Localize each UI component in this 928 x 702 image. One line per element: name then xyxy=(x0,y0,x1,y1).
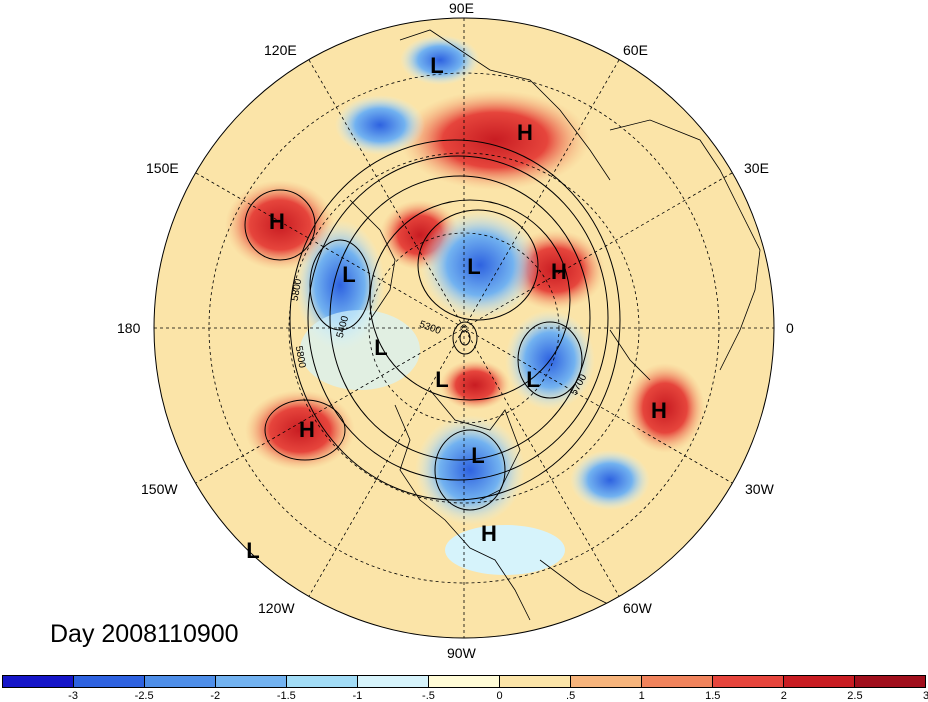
color-legend-bar xyxy=(2,675,926,688)
high-pressure-center: H xyxy=(551,259,567,284)
high-pressure-center: H xyxy=(481,521,497,546)
lon-label-120e: 120E xyxy=(264,42,297,58)
colorbar-swatch xyxy=(74,676,145,687)
lon-label-150e: 150E xyxy=(146,160,179,176)
colorbar-swatch xyxy=(571,676,642,687)
colorbar-tick-label: 2.5 xyxy=(847,690,863,702)
colorbar-tick-label: -3 xyxy=(68,690,78,702)
high-pressure-center: H xyxy=(269,209,285,234)
colorbar-swatch xyxy=(358,676,429,687)
high-pressure-center: H xyxy=(299,417,315,442)
lon-label-30w: 30W xyxy=(745,481,774,497)
lon-label-180: 180 xyxy=(117,320,141,336)
colorbar-tick-label: 0 xyxy=(496,690,503,702)
map-border xyxy=(153,17,775,639)
colorbar-tick-label: 1.5 xyxy=(705,690,721,702)
low-pressure-center: L xyxy=(467,254,481,279)
colorbar-tick-label: -1.5 xyxy=(276,690,296,702)
high-pressure-center: H xyxy=(517,120,533,145)
colorbar-swatch xyxy=(855,676,925,687)
lon-label-90w: 90W xyxy=(447,645,476,661)
colorbar-tick-label: 3 xyxy=(922,690,928,702)
colorbar-tick-label: 2 xyxy=(780,690,787,702)
date-title: Day 2008110900 xyxy=(50,620,239,648)
colorbar-swatch xyxy=(3,676,74,687)
low-pressure-center: L xyxy=(430,53,444,78)
colorbar-tick-label: -1 xyxy=(352,690,363,702)
colorbar-tick-label: .5 xyxy=(566,690,576,702)
colorbar-swatch xyxy=(713,676,784,687)
low-pressure-center: L xyxy=(471,443,485,468)
lon-label-90e: 90E xyxy=(449,0,474,16)
lon-label-120w: 120W xyxy=(258,600,295,616)
graticule xyxy=(154,18,774,638)
anomaly-field xyxy=(154,18,774,638)
low-pressure-center: L xyxy=(435,367,449,392)
colorbar-swatch xyxy=(287,676,358,687)
colorbar-tick-label: 1 xyxy=(638,690,645,702)
low-pressure-center: L xyxy=(374,335,388,360)
lon-label-30e: 30E xyxy=(744,160,769,176)
colorbar-tick-label: -2 xyxy=(210,690,221,702)
low-pressure-center: L xyxy=(526,367,540,392)
lon-label-60w: 60W xyxy=(623,600,652,616)
colorbar-swatch xyxy=(642,676,713,687)
low-pressure-center: L xyxy=(342,262,356,287)
colorbar-tick-label: -2.5 xyxy=(134,690,154,702)
colorbar-swatch xyxy=(429,676,500,687)
lon-label-150w: 150W xyxy=(141,481,178,497)
high-pressure-center: H xyxy=(651,398,667,423)
colorbar-swatch xyxy=(784,676,855,687)
lon-label-0: 0 xyxy=(786,320,794,336)
lon-label-60e: 60E xyxy=(623,42,648,58)
colorbar-swatch xyxy=(216,676,287,687)
colorbar-tick-label: -.5 xyxy=(422,690,435,702)
colorbar-swatch xyxy=(500,676,571,687)
colorbar-swatch xyxy=(145,676,216,687)
low-pressure-center: L xyxy=(246,538,260,563)
